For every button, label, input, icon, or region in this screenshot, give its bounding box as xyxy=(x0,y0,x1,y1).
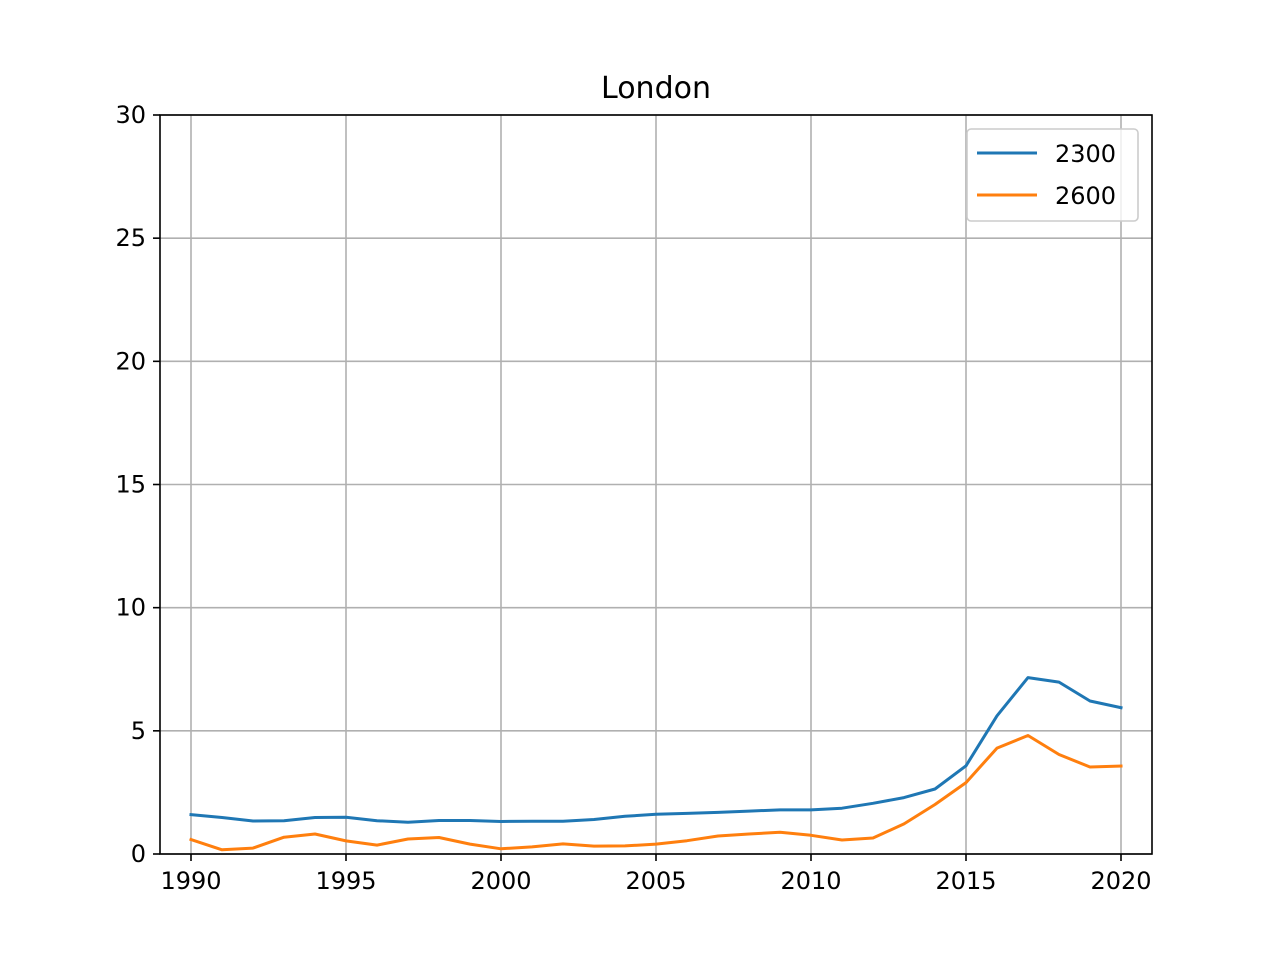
x-tick-label: 1990 xyxy=(160,867,221,895)
x-axis: 1990 1995 2000 2005 2010 2015 2020 xyxy=(160,854,1152,895)
chart-title: London xyxy=(601,71,711,106)
y-tick-label: 20 xyxy=(115,347,146,375)
y-tick-label: 5 xyxy=(131,717,146,745)
y-tick-label: 10 xyxy=(115,594,146,622)
x-tick-label: 1995 xyxy=(315,867,376,895)
x-tick-label: 2000 xyxy=(470,867,531,895)
x-tick-label: 2015 xyxy=(935,867,996,895)
x-tick-label: 2010 xyxy=(780,867,841,895)
y-tick-label: 25 xyxy=(115,224,146,252)
legend-label: 2300 xyxy=(1055,140,1116,168)
x-tick-label: 2020 xyxy=(1090,867,1151,895)
y-tick-label: 30 xyxy=(115,101,146,129)
x-tick-label: 2005 xyxy=(625,867,686,895)
legend-label: 2600 xyxy=(1055,182,1116,210)
series-line-2300 xyxy=(189,676,1123,824)
series-line-2600 xyxy=(189,734,1123,852)
y-tick-label: 15 xyxy=(115,471,146,499)
y-tick-label: 0 xyxy=(131,840,146,868)
legend: 2300 2600 xyxy=(966,128,1139,222)
grid xyxy=(160,114,1152,855)
series-lines xyxy=(189,676,1123,852)
y-axis: 0 5 10 15 20 25 30 xyxy=(115,101,160,868)
